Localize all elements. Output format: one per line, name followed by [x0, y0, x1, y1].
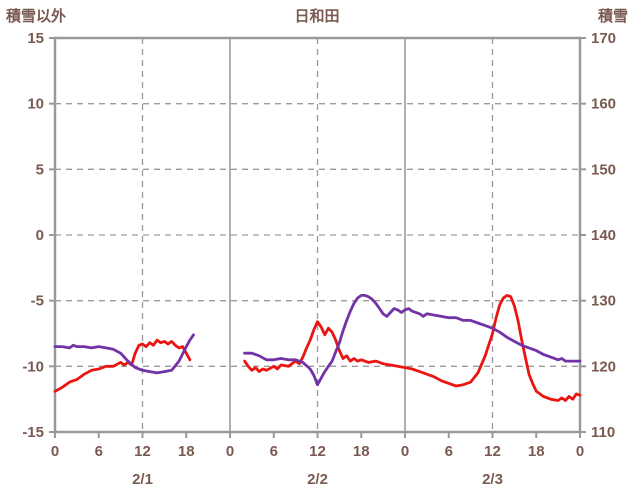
x-tick-label: 6 — [95, 443, 103, 460]
left-tick-label: 10 — [27, 96, 44, 113]
left-tick-label: -10 — [22, 358, 44, 375]
left-tick-label: 5 — [36, 161, 44, 178]
x-tick-label: 0 — [401, 443, 409, 460]
left-tick-label: 0 — [36, 227, 44, 244]
right-tick-label: 130 — [591, 293, 616, 310]
right-tick-label: 150 — [591, 161, 616, 178]
right-axis-title: 積雪 — [597, 8, 628, 25]
right-tick-label: 120 — [591, 358, 616, 375]
x-tick-label: 0 — [576, 443, 584, 460]
x-tick-label: 6 — [445, 443, 453, 460]
series-line-temperature — [243, 293, 582, 402]
series-line-temperature — [53, 338, 192, 393]
right-tick-label: 110 — [591, 424, 615, 441]
right-tick-label: 140 — [591, 227, 616, 244]
x-tick-label: 18 — [178, 443, 195, 460]
x-tick-label: 18 — [528, 443, 545, 460]
x-tick-label: 6 — [270, 443, 278, 460]
day-label: 2/1 — [132, 471, 153, 488]
series-line-snow-depth — [243, 293, 582, 387]
x-tick-label: 12 — [309, 443, 326, 460]
x-tick-label: 0 — [51, 443, 59, 460]
left-tick-label: 15 — [27, 30, 44, 47]
day-label: 2/2 — [307, 471, 328, 488]
day-label: 2/3 — [482, 471, 503, 488]
right-tick-label: 170 — [591, 30, 616, 47]
x-tick-label: 12 — [134, 443, 151, 460]
right-tick-label: 160 — [591, 96, 616, 113]
series-line-snow-depth — [53, 333, 195, 375]
left-tick-label: -15 — [22, 424, 44, 441]
left-tick-label: -5 — [31, 293, 44, 310]
left-axis-title: 積雪以外 — [6, 8, 67, 25]
x-tick-label: 18 — [353, 443, 370, 460]
x-tick-label: 0 — [226, 443, 234, 460]
plot-border — [53, 36, 582, 434]
chart-title: 日和田 — [294, 8, 340, 25]
x-tick-label: 12 — [484, 443, 501, 460]
